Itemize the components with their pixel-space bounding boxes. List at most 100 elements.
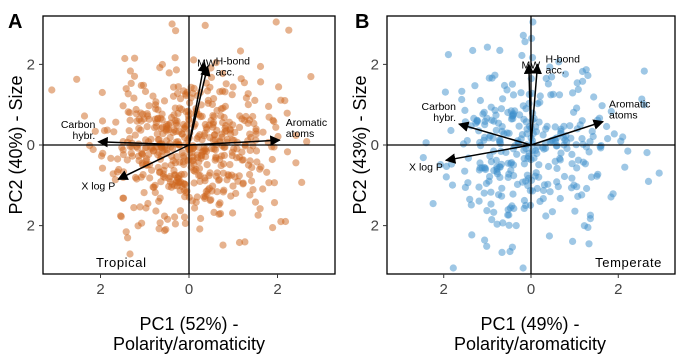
x-tick-label: 2 — [96, 281, 104, 298]
data-point — [509, 115, 517, 123]
data-point — [156, 219, 164, 227]
loading-label: H-bond acc. — [216, 55, 251, 78]
loading-arrow — [523, 63, 535, 146]
data-point — [429, 200, 437, 208]
data-point — [254, 211, 262, 219]
y-tick-label: 2 — [371, 56, 379, 73]
data-point — [252, 127, 260, 135]
data-point — [644, 177, 653, 185]
data-point — [480, 189, 488, 197]
data-point — [124, 90, 132, 98]
data-point — [498, 123, 506, 131]
region-label: Tropical — [96, 255, 147, 270]
data-point — [476, 96, 484, 105]
loading-arrow — [444, 144, 532, 164]
data-point — [497, 160, 506, 168]
data-point — [617, 137, 625, 145]
data-point — [119, 194, 127, 202]
x-axis-title-line2: Polarity/aromaticity — [454, 334, 606, 354]
data-point — [481, 133, 489, 141]
data-point — [303, 138, 311, 146]
data-point — [281, 97, 289, 105]
data-point — [593, 172, 601, 180]
data-point — [493, 220, 501, 228]
data-point — [504, 173, 512, 181]
data-point — [148, 166, 156, 174]
data-point — [568, 160, 576, 168]
data-point — [201, 21, 209, 29]
data-point — [563, 144, 571, 153]
loading-arrow — [530, 119, 604, 146]
data-point — [112, 118, 120, 126]
data-point — [517, 89, 525, 97]
loading-label-line: hybr. — [433, 112, 456, 124]
data-point — [125, 127, 133, 135]
data-point — [584, 71, 592, 80]
loading-label: H-bond acc. — [546, 53, 581, 76]
data-point — [548, 73, 556, 81]
data-point — [174, 178, 182, 186]
data-point — [535, 161, 543, 169]
data-point — [519, 178, 527, 186]
data-point — [521, 38, 529, 46]
data-point — [119, 151, 127, 159]
data-point — [579, 140, 587, 148]
data-point — [210, 113, 218, 121]
data-point — [238, 156, 246, 164]
data-point — [207, 73, 216, 81]
data-point — [195, 158, 203, 166]
loading-label: X log P — [81, 180, 115, 192]
data-point — [519, 31, 527, 39]
data-point — [98, 88, 106, 97]
x-tick-label: 0 — [527, 281, 535, 298]
data-point — [603, 122, 611, 131]
data-point — [138, 150, 147, 158]
data-point — [475, 183, 483, 191]
loading-label-line: acc. — [546, 64, 565, 76]
loading-label-line: atoms — [609, 110, 638, 122]
data-point — [555, 91, 564, 99]
data-point — [231, 128, 239, 136]
data-point — [503, 86, 511, 94]
data-point — [274, 132, 282, 141]
data-point — [624, 147, 632, 155]
y-axis-title: PC2 (43%) - Size — [350, 75, 370, 214]
data-point — [508, 80, 516, 88]
data-point — [496, 46, 504, 55]
y-axis-title: PC2 (40%) - Size — [6, 75, 26, 214]
data-point — [130, 94, 138, 102]
data-point — [236, 47, 245, 55]
data-point — [189, 89, 197, 97]
data-point — [229, 209, 237, 217]
data-point — [119, 102, 127, 110]
data-point — [206, 134, 214, 142]
data-point — [176, 95, 185, 103]
data-point — [228, 91, 236, 99]
data-point — [269, 116, 277, 124]
data-point — [140, 189, 148, 197]
data-point — [226, 161, 234, 169]
data-point — [265, 179, 273, 187]
data-point — [217, 162, 225, 170]
data-point — [485, 177, 493, 185]
data-point — [257, 163, 265, 171]
data-point — [496, 173, 504, 181]
data-point — [89, 145, 97, 154]
data-point — [607, 107, 615, 115]
data-point — [73, 75, 81, 83]
data-point — [163, 124, 171, 132]
data-point — [172, 27, 180, 35]
data-point — [265, 102, 273, 110]
data-point — [510, 204, 518, 213]
data-point — [555, 58, 563, 66]
data-point — [161, 174, 169, 182]
data-point — [640, 101, 648, 109]
data-point — [442, 173, 450, 181]
data-point — [524, 174, 533, 183]
data-point — [205, 184, 213, 192]
data-point — [292, 131, 300, 139]
data-point — [568, 174, 576, 182]
data-point — [509, 161, 518, 169]
data-point — [100, 127, 109, 135]
